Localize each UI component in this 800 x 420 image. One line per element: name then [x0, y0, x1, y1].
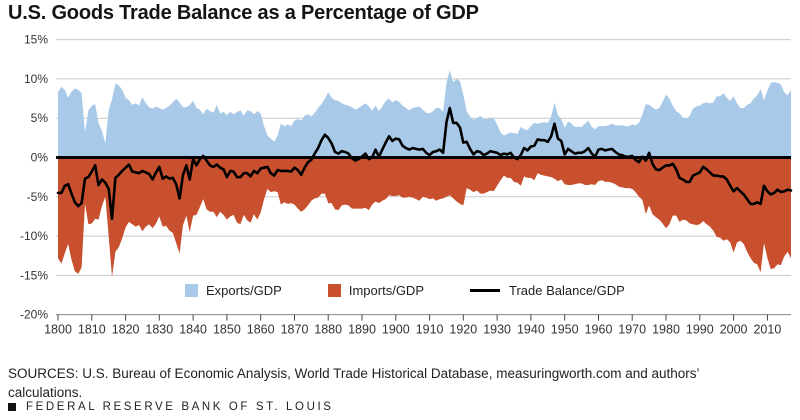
svg-text:1880: 1880 [314, 323, 342, 337]
svg-text:1810: 1810 [78, 323, 106, 337]
svg-text:1830: 1830 [145, 323, 173, 337]
balance-line [56, 106, 793, 221]
imports-area [58, 157, 791, 277]
svg-text:10%: 10% [24, 72, 48, 86]
svg-text:1930: 1930 [483, 323, 511, 337]
svg-text:1960: 1960 [585, 323, 613, 337]
exports-swatch-icon [185, 284, 198, 297]
footer: FEDERAL RESERVE BANK OF ST. LOUIS [8, 401, 334, 413]
chart-legend: Exports/GDP Imports/GDP Trade Balance/GD… [185, 283, 625, 298]
page-title: U.S. Goods Trade Balance as a Percentage… [8, 2, 479, 24]
svg-text:1990: 1990 [686, 323, 714, 337]
legend-label-imports: Imports/GDP [348, 283, 424, 298]
svg-text:5%: 5% [31, 111, 49, 125]
imports-swatch-icon [327, 284, 341, 297]
svg-text:1900: 1900 [382, 323, 410, 337]
svg-text:1840: 1840 [179, 323, 207, 337]
legend-item-balance: Trade Balance/GDP [469, 283, 625, 298]
svg-text:1800: 1800 [44, 323, 72, 337]
balance-line-swatch-icon [469, 289, 500, 292]
svg-text:-10%: -10% [20, 229, 48, 243]
svg-text:1920: 1920 [449, 323, 477, 337]
svg-text:0%: 0% [31, 151, 49, 165]
svg-text:2000: 2000 [720, 323, 748, 337]
svg-text:-15%: -15% [20, 268, 48, 282]
x-axis-ticks [57, 314, 768, 321]
svg-text:1950: 1950 [551, 323, 579, 337]
svg-text:1820: 1820 [112, 323, 140, 337]
svg-text:-5%: -5% [27, 190, 49, 204]
legend-item-exports: Exports/GDP [185, 283, 282, 298]
trade-balance-chart: 15% 10% 5% 0% -5% -10% -15% -20% 1800 1810 1820 183… [20, 33, 793, 337]
svg-text:1860: 1860 [247, 323, 275, 337]
svg-text:15%: 15% [24, 33, 48, 47]
svg-text:1940: 1940 [517, 323, 545, 337]
svg-text:-20%: -20% [20, 308, 48, 322]
y-axis-labels: 15% 10% 5% 0% -5% -10% -15% -20% [20, 33, 48, 322]
svg-text:1870: 1870 [281, 323, 309, 337]
sources-note: SOURCES: U.S. Bureau of Economic Analysi… [8, 365, 700, 401]
svg-text:2010: 2010 [753, 323, 781, 337]
svg-text:1910: 1910 [416, 323, 444, 337]
exports-area [58, 70, 791, 158]
x-axis-labels: 1800 1810 1820 1830 1840 1850 1860 1870 1880 1890… [44, 323, 781, 337]
legend-item-imports: Imports/GDP [327, 283, 424, 298]
legend-label-exports: Exports/GDP [206, 283, 282, 298]
svg-text:1850: 1850 [213, 323, 241, 337]
legend-label-balance: Trade Balance/GDP [508, 283, 625, 298]
svg-text:1890: 1890 [348, 323, 376, 337]
fed-square-icon [8, 403, 16, 411]
svg-text:1980: 1980 [652, 323, 680, 337]
svg-text:1970: 1970 [618, 323, 646, 337]
footer-org-name: FEDERAL RESERVE BANK OF ST. LOUIS [26, 401, 334, 413]
